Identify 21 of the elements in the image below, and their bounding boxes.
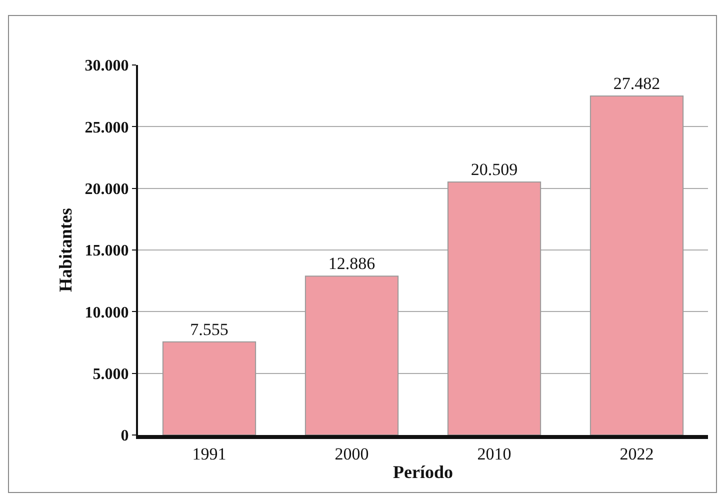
- bar: [447, 182, 542, 435]
- x-axis-title: Período: [393, 462, 453, 482]
- data-label: 12.886: [328, 254, 376, 274]
- x-tick-label: 2022: [620, 444, 654, 464]
- y-tick-label: 0: [120, 428, 129, 445]
- y-tick-label: 15.000: [84, 242, 129, 260]
- y-tick-label: 25.000: [84, 119, 129, 136]
- bar: [162, 341, 256, 435]
- x-tick-label: 2010: [477, 444, 512, 464]
- data-label: 27.482: [613, 74, 660, 94]
- y-tick-label: 5.000: [92, 366, 129, 383]
- y-tick-label: 10.000: [84, 304, 129, 322]
- bar: [590, 96, 684, 435]
- x-tick-label: 1991: [192, 444, 226, 464]
- x-tick-label: 2000: [334, 444, 369, 464]
- y-tick-label: 20.000: [84, 180, 129, 198]
- y-axis-title: Habitantes: [56, 208, 76, 292]
- data-label: 7.555: [190, 320, 228, 339]
- bar: [304, 276, 399, 435]
- y-tick-label: 30.000: [84, 58, 129, 75]
- data-label: 20.509: [470, 160, 518, 180]
